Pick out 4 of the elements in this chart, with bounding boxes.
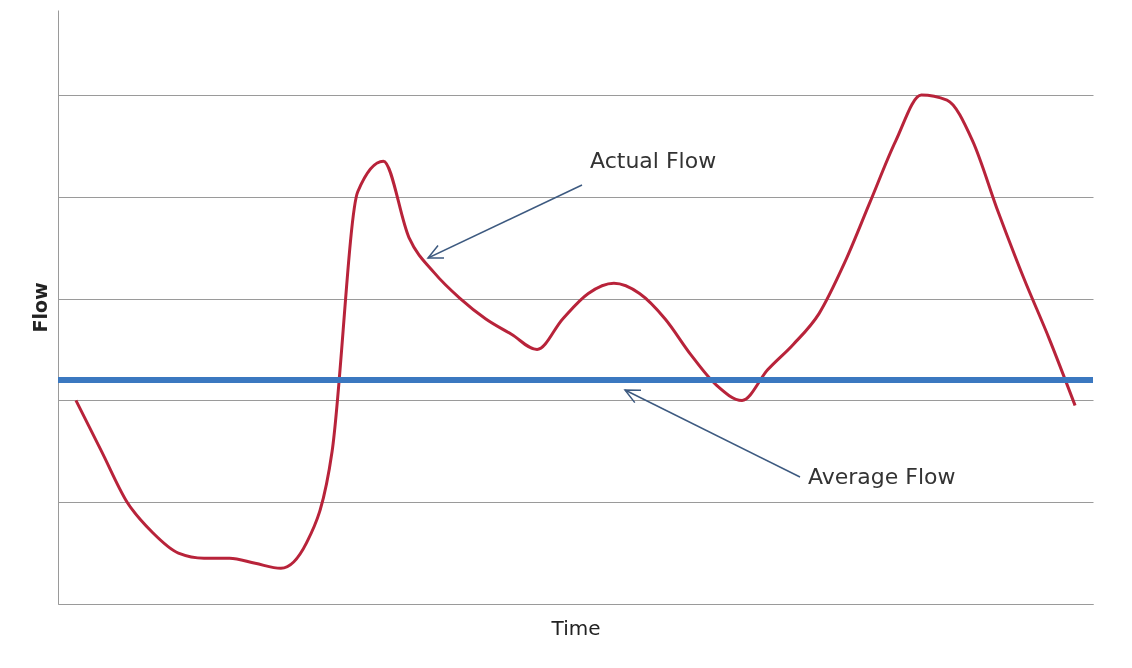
y-axis-title: Flow xyxy=(28,282,51,333)
annotation: Actual Flow xyxy=(590,148,717,173)
x-axis-title: Time xyxy=(550,615,601,640)
ref-line-label: Average Flow xyxy=(808,464,956,489)
